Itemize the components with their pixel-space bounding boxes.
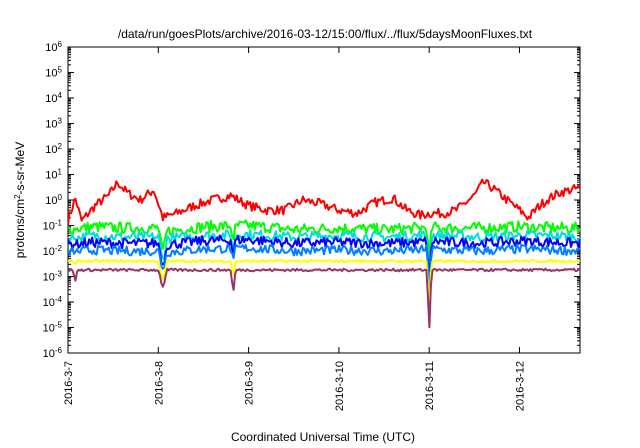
y-tick-exponent: 4 <box>58 91 63 100</box>
y-tick-exponent: -6 <box>55 346 63 355</box>
y-tick-exponent: -2 <box>55 244 63 253</box>
series-line <box>68 243 580 292</box>
series-line <box>68 267 580 329</box>
y-tick-base: 10 <box>43 272 55 284</box>
y-tick-label: 106 <box>45 40 62 55</box>
y-tick-label: 10-6 <box>43 346 63 361</box>
y-tick-label: 10-4 <box>43 295 63 310</box>
y-tick-exponent: -5 <box>55 320 63 329</box>
y-tick-exponent: 2 <box>58 142 63 151</box>
y-tick-exponent: 6 <box>58 40 63 49</box>
y-tick-exponent: -3 <box>55 269 63 278</box>
y-tick-label: 10-3 <box>43 269 63 284</box>
y-tick-label: 105 <box>45 65 62 80</box>
y-tick-label: 10-5 <box>43 320 63 335</box>
y-tick-label: 103 <box>45 116 62 131</box>
y-tick-base: 10 <box>45 68 57 80</box>
x-tick-label: 2016-3-8 <box>153 361 165 405</box>
x-axis-label: Coordinated Universal Time (UTC) <box>231 430 415 444</box>
y-tick-base: 10 <box>43 323 55 335</box>
series-line <box>68 258 580 309</box>
x-tick-label: 2016-3-12 <box>514 361 526 411</box>
x-tick-label: 2016-3-11 <box>424 361 436 410</box>
y-tick-base: 10 <box>45 195 57 207</box>
y-axis-label: protons/cm2-s-sr-MeV <box>13 142 28 258</box>
y-tick-exponent: 0 <box>58 193 63 202</box>
y-tick-base: 10 <box>43 348 55 360</box>
y-tick-exponent: 5 <box>58 65 63 74</box>
series-line <box>68 234 580 283</box>
y-tick-exponent: 1 <box>58 167 63 176</box>
y-tick-label: 100 <box>45 193 62 208</box>
y-tick-label: 104 <box>45 91 62 106</box>
x-tick-label: 2016-3-9 <box>244 361 256 405</box>
y-tick-label: 102 <box>45 142 62 157</box>
x-tick-label: 2016-3-10 <box>334 361 346 411</box>
y-tick-base: 10 <box>43 246 55 258</box>
series-line <box>68 219 580 262</box>
y-axis-ticks: 10-610-510-410-310-210-11001011021031041… <box>43 40 580 361</box>
y-tick-base: 10 <box>43 297 55 309</box>
series-layer <box>68 178 580 329</box>
y-tick-base: 10 <box>45 42 57 54</box>
x-axis-ticks: 2016-3-7 2016-3-8 2016-3-9 2016-3-10 2016-3-… <box>63 47 526 411</box>
y-tick-exponent: -1 <box>55 218 63 227</box>
y-tick-exponent: 3 <box>58 116 63 125</box>
chart-title: /data/run/goesPlots/archive/2016-03-12/1… <box>118 27 533 41</box>
y-tick-base: 10 <box>45 119 57 131</box>
y-tick-base: 10 <box>45 170 57 182</box>
y-tick-base: 10 <box>45 93 57 105</box>
y-tick-exponent: -4 <box>55 295 63 304</box>
y-tick-label: 101 <box>45 167 62 182</box>
series-line <box>68 178 580 226</box>
y-tick-label: 10-1 <box>43 218 63 233</box>
x-tick-label: 2016-3-7 <box>63 361 75 405</box>
y-tick-label: 10-2 <box>43 244 63 259</box>
y-tick-base: 10 <box>43 221 55 233</box>
y-tick-base: 10 <box>45 144 57 156</box>
